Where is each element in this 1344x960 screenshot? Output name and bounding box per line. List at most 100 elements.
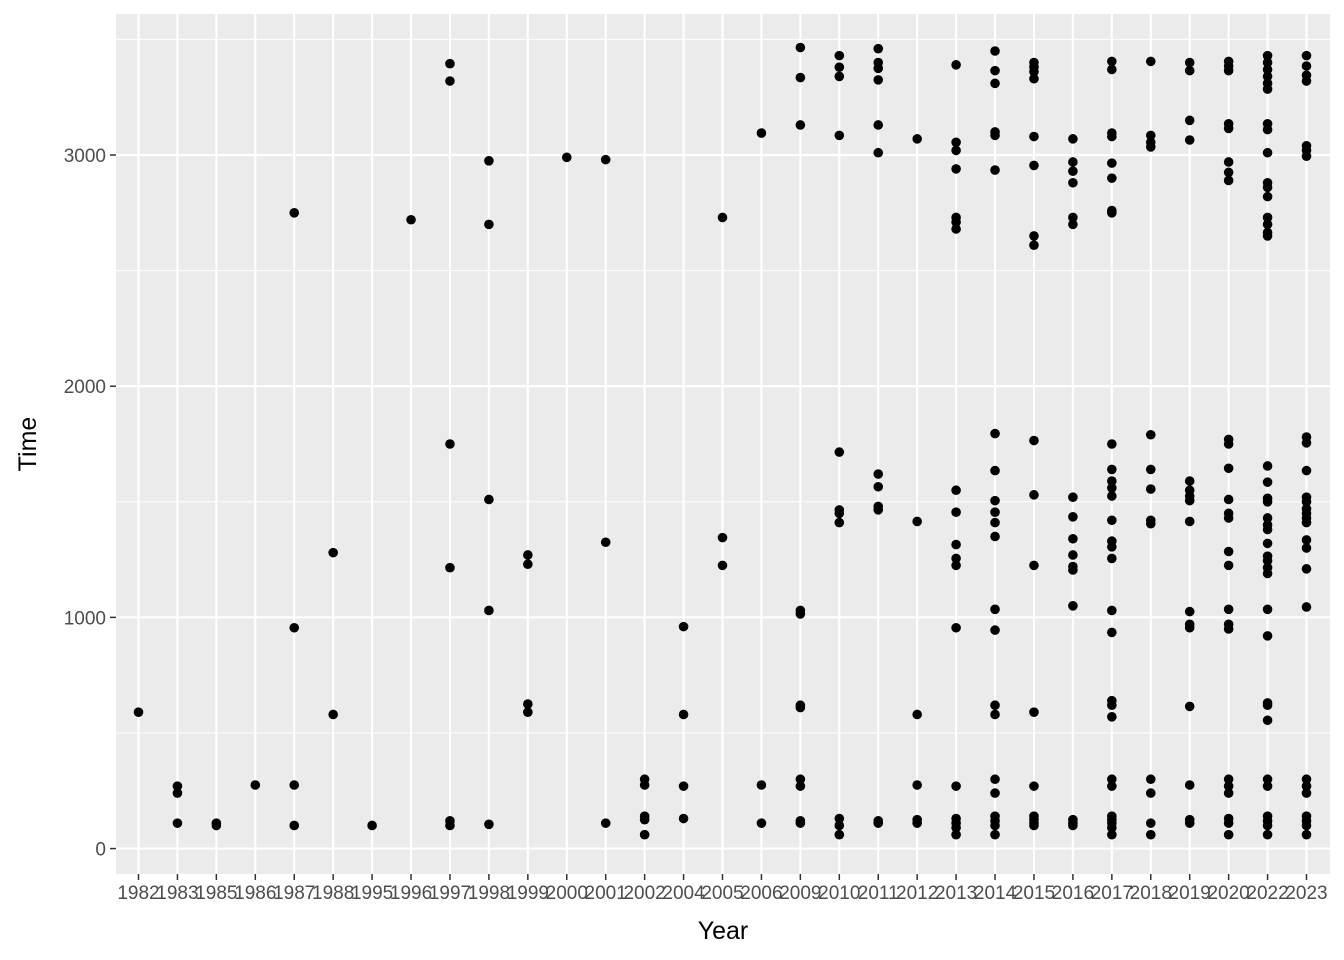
data-point — [1184, 606, 1195, 617]
data-point — [990, 46, 1000, 56]
data-point — [912, 818, 922, 828]
data-point — [678, 781, 689, 791]
x-tick-label: 2022 — [1246, 883, 1288, 904]
major-gridlines — [116, 14, 1330, 874]
data-point — [678, 621, 689, 632]
data-point — [1029, 781, 1039, 791]
data-point — [990, 517, 1000, 528]
data-point — [1068, 512, 1078, 522]
data-point — [1029, 707, 1039, 717]
data-point — [1184, 135, 1195, 145]
data-point — [1262, 64, 1273, 75]
data-point — [717, 212, 728, 223]
data-point — [1107, 476, 1117, 486]
data-point — [1301, 438, 1312, 448]
data-point — [912, 709, 922, 720]
data-point — [367, 820, 377, 831]
x-tick-label: 2017 — [1091, 883, 1133, 904]
data-point — [600, 818, 611, 828]
data-point — [1107, 711, 1117, 722]
data-point — [795, 774, 806, 785]
data-point — [1029, 131, 1039, 142]
data-point — [912, 516, 922, 527]
x-tick-label: 1983 — [156, 883, 198, 904]
data-point — [951, 217, 961, 227]
data-point — [1301, 76, 1312, 86]
data-point — [951, 164, 961, 174]
data-point — [1262, 568, 1273, 579]
y-axis-ticks: 0 1000 2000 3000 — [64, 146, 116, 861]
data-point — [1145, 56, 1156, 67]
data-point — [990, 774, 1000, 785]
data-point — [1068, 820, 1078, 831]
data-point — [1068, 157, 1078, 167]
data-point — [951, 829, 961, 840]
data-point — [873, 147, 884, 158]
data-point — [1301, 788, 1312, 798]
y-tick-label: 2000 — [64, 377, 106, 398]
data-point — [1262, 524, 1273, 535]
data-point — [990, 78, 1000, 89]
data-point — [834, 447, 845, 457]
x-axis-title: Year — [698, 917, 749, 945]
y-tick-label: 0 — [95, 840, 106, 861]
data-point — [1107, 781, 1117, 791]
data-point — [1068, 177, 1078, 188]
data-point — [717, 560, 728, 571]
data-point — [756, 128, 767, 138]
x-tick-label: 1996 — [390, 883, 432, 904]
x-tick-label: 1997 — [429, 883, 471, 904]
data-point — [1107, 64, 1117, 75]
data-point — [1301, 535, 1312, 545]
data-point — [1262, 774, 1273, 785]
data-point — [1301, 496, 1312, 507]
data-point — [990, 495, 1000, 506]
data-point — [990, 428, 1000, 439]
data-point — [834, 508, 845, 519]
x-tick-label: 2000 — [546, 883, 588, 904]
x-tick-label: 1982 — [117, 883, 159, 904]
data-point — [990, 507, 1000, 517]
data-point — [1107, 56, 1117, 67]
data-point — [951, 224, 961, 234]
data-point — [951, 485, 961, 496]
data-point — [1107, 208, 1117, 218]
data-point — [990, 165, 1000, 175]
data-point — [1223, 781, 1234, 791]
data-point — [1223, 604, 1234, 615]
data-point — [1223, 624, 1234, 634]
data-point — [406, 214, 416, 225]
data-points — [133, 42, 1312, 840]
data-point — [484, 494, 494, 505]
data-point — [1262, 781, 1273, 791]
data-point — [1184, 495, 1195, 506]
data-point — [172, 781, 183, 791]
data-point — [523, 559, 533, 570]
data-point — [1107, 173, 1117, 183]
data-point — [1262, 538, 1273, 549]
data-point — [1301, 820, 1312, 831]
data-point — [484, 156, 494, 166]
x-tick-label: 2005 — [701, 883, 743, 904]
data-point — [912, 780, 922, 790]
data-point — [990, 465, 1000, 476]
data-point — [523, 699, 533, 709]
data-point — [795, 702, 806, 713]
data-point — [1262, 50, 1273, 61]
x-tick-label: 1987 — [273, 883, 315, 904]
data-point — [1301, 50, 1312, 61]
data-point — [1301, 564, 1312, 574]
data-point — [1068, 550, 1078, 560]
data-point — [1107, 774, 1117, 785]
data-point — [484, 605, 494, 616]
data-point — [523, 550, 533, 560]
data-point — [639, 829, 650, 840]
data-point — [873, 120, 884, 130]
data-point — [873, 505, 884, 515]
data-point — [951, 507, 961, 517]
data-point — [912, 134, 922, 144]
data-point — [1184, 65, 1195, 76]
x-tick-label: 1986 — [234, 883, 276, 904]
data-point — [1145, 818, 1156, 828]
data-point — [1184, 701, 1195, 712]
